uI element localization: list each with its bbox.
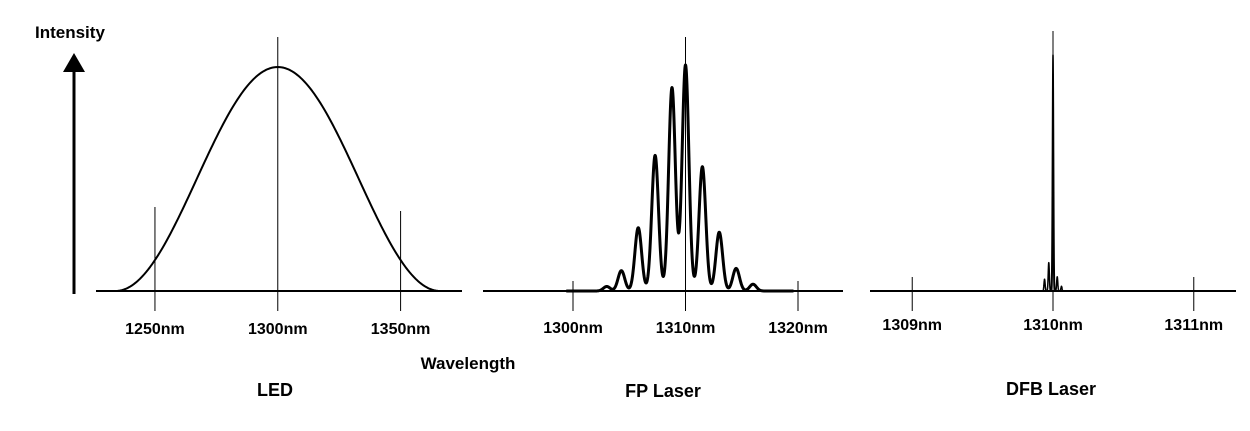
- tick-label: 1310nm: [656, 320, 716, 337]
- tick-label: 1310nm: [1023, 317, 1083, 334]
- led-panel: 1250nm 1300nm 1350nm LED: [96, 37, 462, 400]
- tick-label: 1350nm: [371, 321, 431, 338]
- panel-title: LED: [257, 380, 293, 400]
- spectrum-curve: [565, 63, 795, 293]
- tick-label: 1309nm: [882, 317, 942, 334]
- fp-laser-panel: 1300nm 1310nm 1320nm FP Laser: [483, 37, 843, 401]
- dfb-laser-panel: 1309nm 1310nm 1311nm DFB Laser: [870, 31, 1236, 399]
- intensity-axis-label: Intensity: [35, 23, 105, 42]
- panel-title: DFB Laser: [1006, 379, 1096, 399]
- tick-label: 1300nm: [248, 321, 308, 338]
- wavelength-axis-label: Wavelength: [421, 354, 516, 373]
- spectrum-curve: [1037, 54, 1069, 292]
- intensity-arrow-icon: [63, 53, 85, 72]
- tick-label: 1300nm: [543, 320, 603, 337]
- tick-label: 1311nm: [1164, 317, 1223, 334]
- tick-label: 1250nm: [125, 321, 185, 338]
- spectrum-curve: [115, 66, 440, 292]
- panel-title: FP Laser: [625, 381, 701, 401]
- tick-label: 1320nm: [768, 320, 828, 337]
